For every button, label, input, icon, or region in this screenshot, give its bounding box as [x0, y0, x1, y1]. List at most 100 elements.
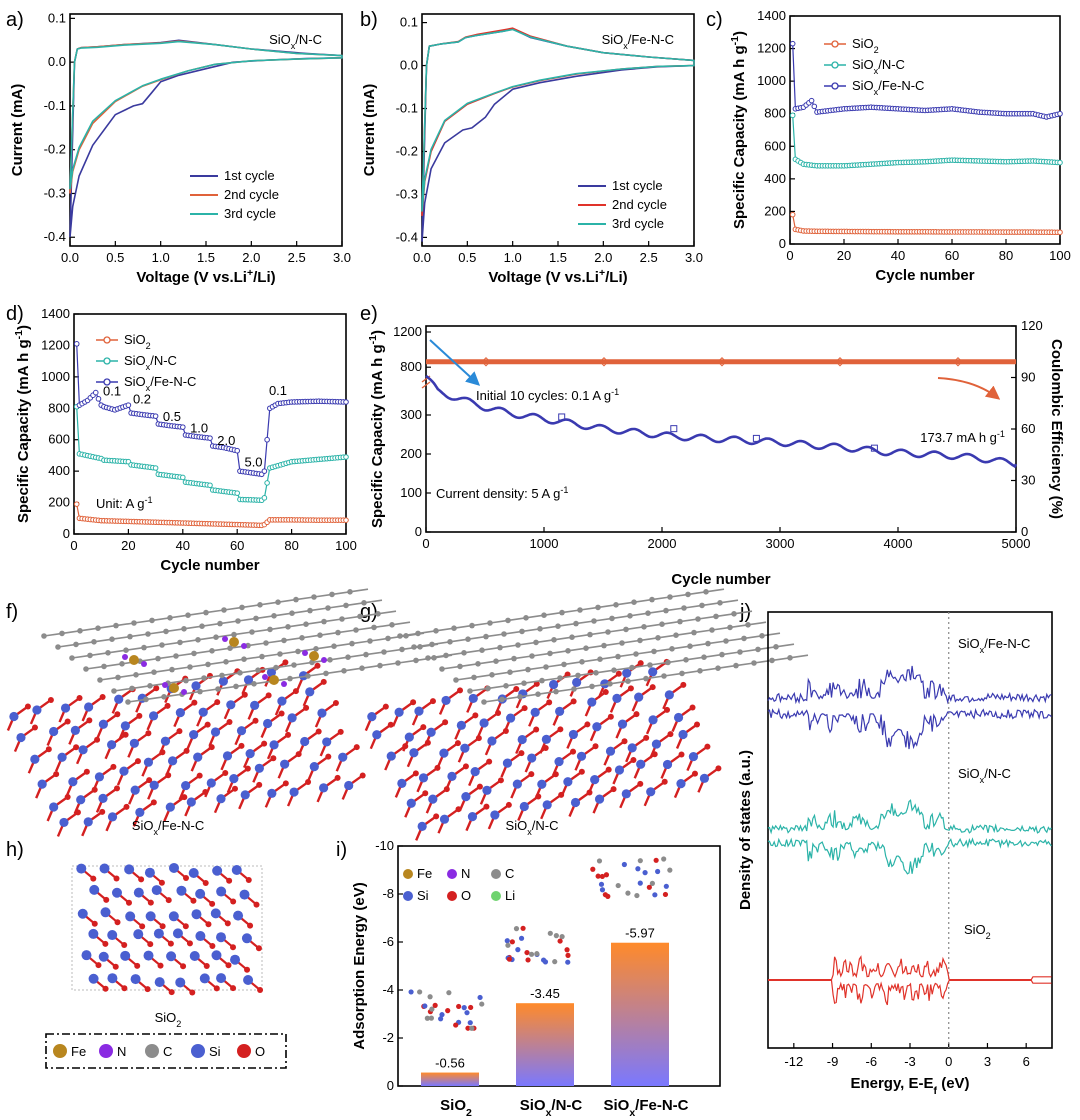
text-run: ) [15, 325, 32, 330]
c-atom [651, 648, 657, 655]
c-bond [705, 588, 725, 593]
cluster-atom [428, 1015, 434, 1021]
y-tick-label: 0.0 [48, 54, 66, 69]
o-atom [76, 695, 83, 702]
si-atom [300, 736, 310, 747]
o-atom [680, 681, 687, 688]
o-atom [314, 662, 321, 669]
c-atom [303, 621, 309, 627]
y-tick-label: -0.1 [396, 101, 418, 116]
cluster-atom [542, 959, 549, 965]
c-bond [449, 638, 469, 643]
y-tick-label: 1400 [41, 306, 70, 321]
c-atom [699, 602, 705, 609]
text-run: SiO [958, 766, 980, 781]
c-bond [577, 672, 597, 677]
y-tick-label: -0.3 [396, 186, 418, 201]
si-atom [614, 765, 625, 775]
legend-atom-label: Fe [71, 1044, 86, 1059]
c-atom [141, 644, 147, 651]
si-atom [456, 720, 466, 730]
o-atom [422, 790, 429, 797]
data-point [234, 447, 240, 454]
o-atom [147, 899, 154, 906]
si-atom [397, 778, 407, 788]
o-atom [320, 678, 327, 685]
o-atom [495, 709, 502, 716]
c-atom [625, 678, 631, 684]
c-bond [175, 652, 195, 657]
o-atom [73, 744, 80, 751]
legend-atom [491, 869, 501, 879]
si-atom [245, 749, 255, 759]
c-atom [483, 633, 489, 640]
y-tick-label: 1200 [757, 41, 786, 56]
c-bond [85, 665, 105, 670]
c-atom [469, 622, 475, 629]
y2-tick-label: 90 [1021, 370, 1035, 385]
legend-atom-label: N [461, 866, 470, 881]
o-atom [165, 772, 172, 779]
c-bond [703, 653, 723, 658]
c-atom [587, 631, 593, 638]
si-atom [439, 814, 450, 824]
si-atom [648, 715, 658, 725]
o-atom [99, 808, 106, 815]
c-atom [359, 665, 365, 671]
c-bond [289, 675, 309, 680]
c-atom [149, 617, 155, 624]
o-atom [64, 793, 71, 800]
bar-value-label: -3.45 [530, 986, 560, 1001]
text-run: /N-C [532, 818, 559, 833]
c-bond [369, 637, 389, 642]
text-run: SiO [124, 353, 146, 368]
ce-marker [481, 357, 491, 367]
si-atom [153, 928, 164, 939]
si-atom [678, 729, 688, 740]
c-atom [787, 655, 793, 661]
text-run: SiO [602, 32, 624, 47]
c-atom [629, 664, 635, 671]
x-tick-label: 3000 [766, 536, 795, 551]
c-atom [205, 661, 211, 668]
o-atom [134, 758, 141, 765]
c-bond [607, 628, 627, 633]
text-script: -1 [997, 429, 1005, 439]
c-atom [647, 662, 653, 668]
y-tick-label: -0.4 [44, 229, 66, 244]
c-bond [185, 677, 205, 682]
si-atom [467, 812, 478, 822]
dos-line [767, 707, 1052, 750]
o-atom [570, 748, 577, 755]
c-atom [719, 651, 725, 658]
si-atom [37, 779, 47, 789]
c-bond [647, 609, 667, 614]
cluster-atom [547, 930, 553, 936]
rate-label: 0.2 [133, 392, 151, 407]
text-script: x [874, 66, 879, 76]
si-atom [119, 766, 129, 776]
c-atom [559, 609, 565, 616]
text-run: Current density: 5 A [436, 486, 553, 501]
cluster-atom [595, 873, 601, 879]
c-bond [397, 659, 417, 664]
si-atom [468, 693, 478, 704]
c-atom [481, 699, 487, 705]
x-tick-label: 0 [945, 1054, 952, 1069]
cluster-atom [599, 887, 606, 893]
si-atom [662, 759, 673, 770]
si-atom [254, 763, 264, 773]
c-bond [679, 618, 699, 623]
legend-marker [831, 61, 839, 69]
c-bond [491, 671, 511, 676]
text-script: x [546, 1107, 552, 1119]
c-bond [613, 666, 633, 671]
y-tick-label: 0.1 [400, 15, 418, 30]
category-label: SiO2 [440, 1097, 472, 1119]
o-atom [91, 786, 98, 793]
c-bond [549, 650, 569, 655]
cluster-atom [506, 956, 513, 962]
o-atom [402, 743, 409, 750]
c-bond [603, 642, 623, 647]
c-atom [575, 672, 581, 679]
